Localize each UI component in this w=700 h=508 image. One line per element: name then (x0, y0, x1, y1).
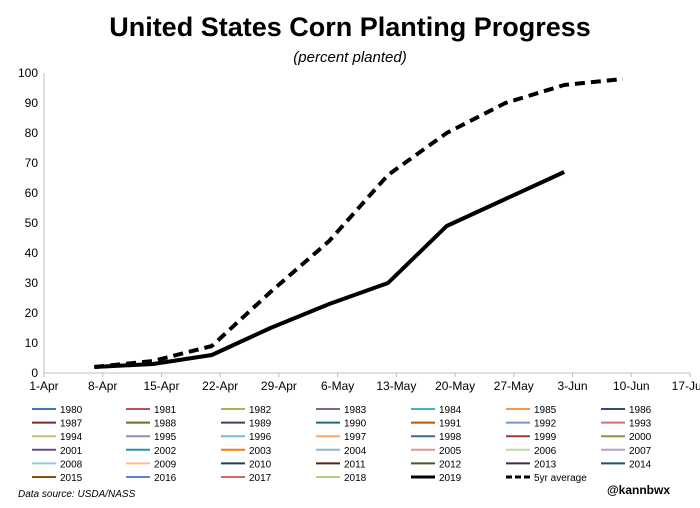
legend-label: 2002 (154, 446, 177, 457)
legend-label: 2010 (249, 459, 272, 470)
y-tick-label: 0 (31, 366, 38, 380)
legend-label: 1982 (249, 405, 272, 416)
x-tick-label: 15-Apr (143, 379, 179, 393)
x-tick-label: 8-Apr (88, 379, 117, 393)
chart-subtitle: (percent planted) (293, 49, 407, 66)
x-tick-label: 13-May (376, 379, 416, 393)
y-tick-label: 100 (18, 66, 38, 80)
legend-label: 2019 (439, 473, 462, 484)
legend-label: 1985 (534, 405, 557, 416)
y-tick-label: 40 (25, 246, 39, 260)
legend-label: 1996 (249, 432, 272, 443)
legend-label: 1992 (534, 419, 557, 430)
x-tick-label: 27-May (494, 379, 534, 393)
x-tick-label: 20-May (435, 379, 475, 393)
legend-label: 2013 (534, 459, 557, 470)
series-line-5yr-average (94, 77, 624, 369)
legend-label: 1980 (60, 405, 83, 416)
legend-label: 1989 (249, 419, 272, 430)
x-tick-label: 17-Jun (672, 379, 700, 393)
y-tick-label: 50 (25, 216, 39, 230)
legend-label: 2008 (60, 459, 83, 470)
y-tick-label: 30 (25, 276, 39, 290)
legend-label: 2012 (439, 459, 462, 470)
legend-label: 1987 (60, 419, 83, 430)
legend-label: 2000 (629, 432, 652, 443)
series-line-2019 (94, 170, 566, 369)
legend-label: 2003 (249, 446, 272, 457)
legend-label: 2011 (344, 459, 366, 470)
y-tick-label: 90 (25, 96, 39, 110)
x-tick-label: 10-Jun (613, 379, 650, 393)
y-tick-label: 70 (25, 156, 39, 170)
y-tick-label: 80 (25, 126, 39, 140)
legend-label: 2001 (60, 446, 83, 457)
legend-label: 2015 (60, 473, 83, 484)
legend-label: 2018 (344, 473, 367, 484)
legend-label: 1997 (344, 432, 367, 443)
legend-label: 2014 (629, 459, 652, 470)
x-tick-label: 1-Apr (29, 379, 58, 393)
legend-label: 1998 (439, 432, 462, 443)
x-tick-label: 22-Apr (202, 379, 238, 393)
legend-label: 1983 (344, 405, 367, 416)
legend-label: 1981 (154, 405, 177, 416)
y-tick-label: 60 (25, 186, 39, 200)
legend-label: 1990 (344, 419, 367, 430)
legend-label: 1993 (629, 419, 652, 430)
data-source-note: Data source: USDA/NASS (18, 489, 136, 500)
legend-label: 2016 (154, 473, 177, 484)
author-handle: @kannbwx (606, 483, 670, 497)
legend-label: 2017 (249, 473, 272, 484)
legend-label: 1986 (629, 405, 652, 416)
legend-label: 2004 (344, 446, 367, 457)
legend-label: 1995 (154, 432, 177, 443)
legend-label: 1999 (534, 432, 557, 443)
x-tick-label: 6-May (321, 379, 354, 393)
legend-label: 5yr average (534, 473, 587, 484)
legend-label: 2009 (154, 459, 177, 470)
legend-label: 1988 (154, 419, 177, 430)
y-tick-label: 20 (25, 306, 39, 320)
legend-label: 1984 (439, 405, 462, 416)
legend-label: 1991 (439, 419, 462, 430)
legend-label: 2007 (629, 446, 652, 457)
chart-title: United States Corn Planting Progress (109, 12, 591, 42)
x-tick-label: 3-Jun (558, 379, 588, 393)
legend-label: 2005 (439, 446, 462, 457)
y-tick-label: 10 (25, 336, 39, 350)
legend-label: 1994 (60, 432, 83, 443)
x-tick-label: 29-Apr (261, 379, 297, 393)
legend-label: 2006 (534, 446, 557, 457)
